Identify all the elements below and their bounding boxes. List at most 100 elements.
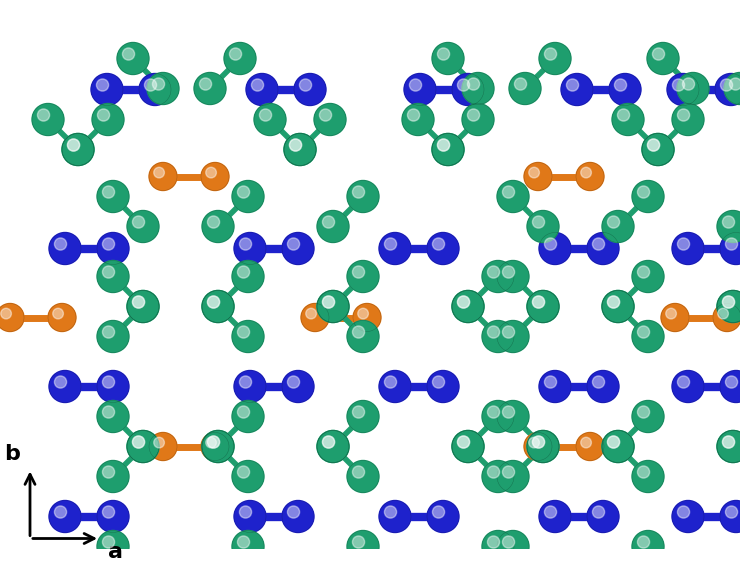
- Circle shape: [240, 238, 252, 250]
- Circle shape: [488, 406, 500, 418]
- Circle shape: [452, 430, 484, 463]
- Circle shape: [427, 233, 459, 264]
- Circle shape: [432, 238, 445, 250]
- Circle shape: [352, 186, 365, 198]
- Circle shape: [722, 296, 735, 308]
- Circle shape: [617, 109, 630, 121]
- Circle shape: [527, 290, 559, 323]
- Circle shape: [234, 233, 266, 264]
- Circle shape: [97, 260, 129, 293]
- Circle shape: [408, 109, 420, 121]
- Circle shape: [502, 536, 514, 548]
- Circle shape: [482, 260, 514, 293]
- Circle shape: [533, 296, 545, 308]
- Circle shape: [117, 43, 149, 74]
- Circle shape: [566, 79, 579, 91]
- Circle shape: [497, 400, 529, 433]
- Circle shape: [608, 436, 619, 448]
- Circle shape: [202, 430, 234, 463]
- Circle shape: [317, 211, 349, 242]
- Circle shape: [497, 320, 529, 353]
- Circle shape: [385, 506, 397, 518]
- Circle shape: [102, 466, 115, 478]
- Circle shape: [98, 109, 110, 121]
- Circle shape: [314, 103, 346, 136]
- Circle shape: [260, 109, 272, 121]
- Circle shape: [452, 430, 484, 463]
- Circle shape: [102, 266, 115, 278]
- Circle shape: [97, 181, 129, 212]
- Circle shape: [533, 436, 545, 448]
- Circle shape: [385, 238, 397, 250]
- Circle shape: [457, 436, 470, 448]
- Circle shape: [488, 466, 500, 478]
- Circle shape: [240, 506, 252, 518]
- Circle shape: [432, 133, 464, 166]
- Circle shape: [581, 437, 591, 448]
- Circle shape: [1, 308, 11, 319]
- Circle shape: [667, 73, 699, 106]
- Circle shape: [462, 73, 494, 104]
- Circle shape: [587, 233, 619, 264]
- Circle shape: [323, 566, 334, 577]
- Circle shape: [724, 73, 740, 104]
- Circle shape: [637, 186, 650, 198]
- Circle shape: [725, 506, 738, 518]
- Circle shape: [62, 133, 94, 166]
- Circle shape: [194, 73, 226, 104]
- Circle shape: [677, 109, 690, 121]
- Circle shape: [294, 73, 326, 106]
- Circle shape: [282, 233, 314, 264]
- Circle shape: [717, 430, 740, 463]
- Circle shape: [352, 266, 365, 278]
- Circle shape: [317, 290, 349, 323]
- Circle shape: [238, 266, 249, 278]
- Circle shape: [488, 266, 500, 278]
- Circle shape: [97, 530, 129, 563]
- Circle shape: [238, 536, 249, 548]
- Circle shape: [637, 536, 650, 548]
- Circle shape: [524, 163, 552, 190]
- Circle shape: [539, 233, 571, 264]
- Circle shape: [720, 233, 740, 264]
- Circle shape: [514, 78, 527, 90]
- Circle shape: [672, 233, 704, 264]
- Circle shape: [529, 437, 539, 448]
- Circle shape: [347, 181, 379, 212]
- Circle shape: [545, 376, 556, 388]
- Circle shape: [593, 238, 605, 250]
- Circle shape: [402, 103, 434, 136]
- Circle shape: [317, 290, 349, 323]
- Circle shape: [593, 376, 605, 388]
- Circle shape: [527, 430, 559, 463]
- Circle shape: [201, 163, 229, 190]
- Circle shape: [224, 43, 256, 74]
- Circle shape: [432, 376, 445, 388]
- Circle shape: [602, 560, 634, 577]
- Circle shape: [576, 433, 604, 460]
- Circle shape: [539, 370, 571, 403]
- Circle shape: [97, 400, 129, 433]
- Circle shape: [721, 79, 733, 91]
- Circle shape: [602, 290, 634, 323]
- Circle shape: [404, 73, 436, 106]
- Circle shape: [202, 290, 234, 323]
- Circle shape: [347, 320, 379, 353]
- Circle shape: [717, 560, 740, 577]
- Circle shape: [49, 370, 81, 403]
- Circle shape: [437, 48, 450, 60]
- Circle shape: [587, 500, 619, 533]
- Circle shape: [347, 260, 379, 293]
- Circle shape: [323, 216, 334, 228]
- Circle shape: [545, 48, 556, 60]
- Circle shape: [53, 308, 64, 319]
- Circle shape: [347, 530, 379, 563]
- Circle shape: [102, 326, 115, 338]
- Circle shape: [202, 560, 234, 577]
- Circle shape: [677, 506, 690, 518]
- Circle shape: [432, 133, 464, 166]
- Circle shape: [561, 73, 593, 106]
- Circle shape: [234, 500, 266, 533]
- Circle shape: [132, 566, 144, 577]
- Circle shape: [488, 326, 500, 338]
